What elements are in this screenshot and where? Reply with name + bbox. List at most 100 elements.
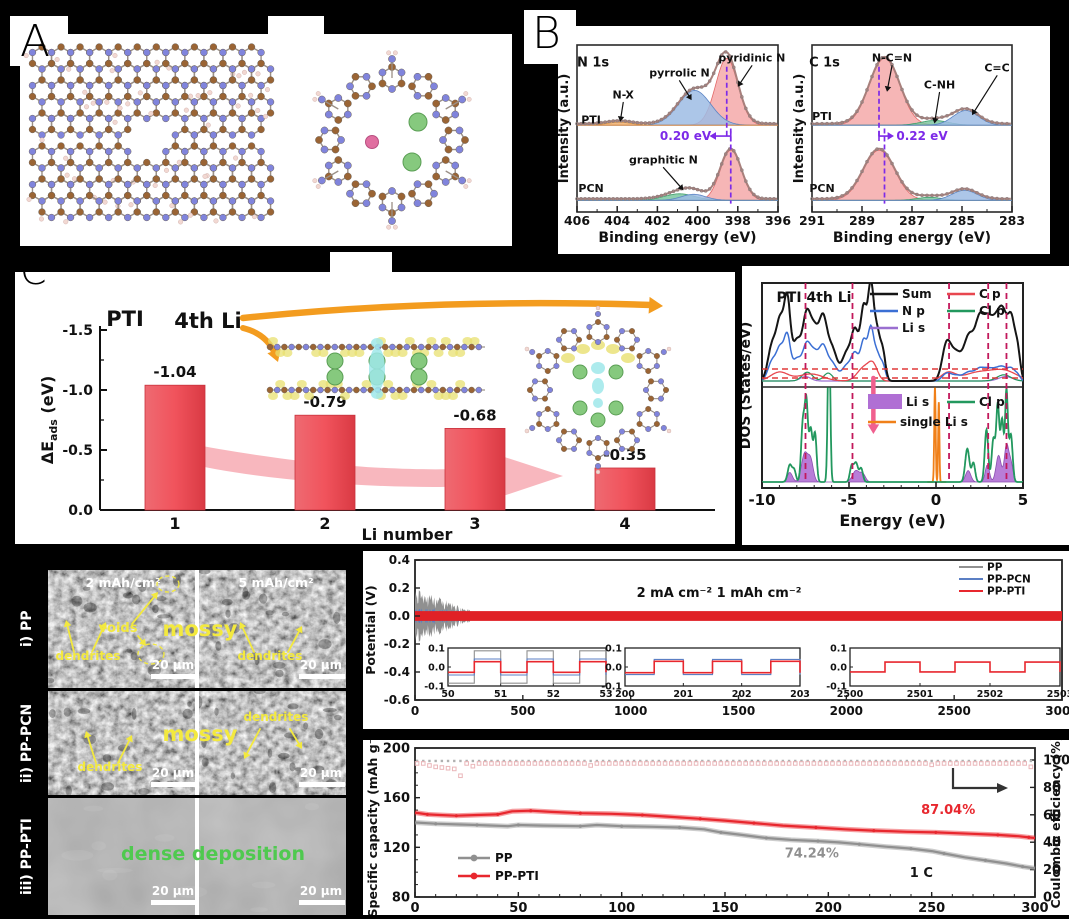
svg-text:Cl p: Cl p: [979, 304, 1005, 318]
svg-text:20 μm: 20 μm: [152, 884, 194, 898]
svg-text:87.04%: 87.04%: [921, 803, 975, 818]
svg-text:PTI 4th Li: PTI 4th Li: [777, 290, 852, 306]
svg-text:289: 289: [849, 213, 875, 228]
svg-text:C p: C p: [979, 287, 1001, 301]
svg-text:Li s: Li s: [902, 321, 925, 335]
svg-text:dendrites: dendrites: [244, 710, 309, 724]
svg-text:2: 2: [319, 514, 330, 533]
svg-text:0.0: 0.0: [605, 663, 622, 674]
svg-text:PCN: PCN: [809, 182, 834, 195]
svg-text:Specific capacity (mAh g⁻¹): Specific capacity (mAh g⁻¹): [365, 740, 380, 915]
svg-text:PP-PCN: PP-PCN: [987, 574, 1031, 586]
svg-text:200: 200: [615, 689, 635, 700]
svg-text:1000: 1000: [614, 704, 647, 718]
svg-text:PP-PTI: PP-PTI: [987, 586, 1025, 598]
svg-text:160: 160: [383, 791, 410, 806]
svg-text:50: 50: [441, 689, 455, 700]
svg-text:100: 100: [608, 901, 635, 915]
svg-text:N 1s: N 1s: [577, 56, 609, 71]
svg-text:200: 200: [383, 742, 410, 757]
svg-text:dendrites: dendrites: [56, 649, 121, 663]
svg-text:0.0: 0.0: [428, 663, 445, 674]
svg-text:2 mAh/cm²: 2 mAh/cm²: [85, 575, 160, 590]
svg-text:250: 250: [918, 901, 945, 915]
svg-text:0.22 eV: 0.22 eV: [896, 129, 948, 143]
svg-text:4: 4: [619, 514, 630, 533]
svg-text:20 μm: 20 μm: [152, 658, 194, 672]
svg-text:PTI: PTI: [812, 110, 832, 123]
svg-text:mossy: mossy: [163, 722, 238, 746]
svg-text:-0.5: -0.5: [62, 443, 93, 459]
svg-text:pyrrolic N: pyrrolic N: [649, 67, 710, 80]
svg-text:4th Li: 4th Li: [174, 309, 242, 333]
svg-text:300: 300: [1021, 901, 1048, 915]
svg-text:0.0: 0.0: [830, 663, 847, 674]
svg-text:50: 50: [509, 901, 527, 915]
svg-text:Energy (eV): Energy (eV): [839, 511, 945, 530]
svg-text:2500: 2500: [937, 704, 970, 718]
svg-text:C 1s: C 1s: [809, 56, 840, 71]
svg-text:203: 203: [790, 689, 810, 700]
svg-text:0: 0: [411, 704, 419, 718]
svg-text:1500: 1500: [722, 704, 755, 718]
svg-text:0.2: 0.2: [389, 581, 410, 595]
svg-text:Binding energy (eV): Binding energy (eV): [598, 230, 756, 246]
svg-text:5 mAh/cm²: 5 mAh/cm²: [238, 575, 313, 590]
svg-text:-0.6: -0.6: [384, 693, 410, 707]
svg-text:-0.4: -0.4: [384, 665, 410, 679]
svg-text:406: 406: [564, 213, 590, 228]
svg-text:150: 150: [711, 901, 738, 915]
svg-text:Binding energy (eV): Binding energy (eV): [833, 230, 991, 246]
svg-text:Li s: Li s: [906, 395, 929, 409]
svg-text:DOS (States/eV): DOS (States/eV): [742, 322, 754, 449]
svg-text:PTI: PTI: [581, 113, 601, 126]
svg-text:PP: PP: [495, 851, 513, 865]
decor-tab-c: [330, 252, 392, 274]
svg-text:500: 500: [510, 704, 535, 718]
svg-text:PCN: PCN: [578, 182, 603, 195]
svg-text:-0.68: -0.68: [453, 406, 496, 424]
svg-text:1: 1: [169, 514, 180, 533]
svg-text:2500: 2500: [837, 689, 864, 700]
svg-text:402: 402: [644, 213, 670, 228]
svg-text:0.0: 0.0: [389, 609, 410, 623]
molecular-structures-svg: [20, 34, 512, 246]
svg-text:graphitic N: graphitic N: [629, 154, 698, 167]
sem-row-label-pp-pcn: ii) PP-PCN: [14, 691, 40, 795]
svg-text:291: 291: [799, 213, 825, 228]
svg-text:PP-PTI: PP-PTI: [495, 869, 539, 883]
svg-text:-1.5: -1.5: [62, 323, 93, 339]
svg-text:N-X: N-X: [613, 88, 635, 101]
svg-text:80: 80: [392, 891, 410, 906]
svg-text:PTI: PTI: [106, 307, 144, 331]
svg-text:PP: PP: [987, 562, 1003, 574]
svg-text:-10: -10: [748, 491, 775, 509]
svg-text:N p: N p: [902, 304, 925, 318]
svg-text:202: 202: [732, 689, 752, 700]
svg-text:-1.04: -1.04: [153, 363, 196, 381]
svg-text:Potential (V): Potential (V): [363, 585, 378, 675]
panel-label-a: A: [20, 20, 50, 64]
svg-text:C-NH: C-NH: [924, 78, 955, 91]
svg-text:Intensity (a.u.): Intensity (a.u.): [792, 74, 807, 184]
svg-text:283: 283: [999, 213, 1025, 228]
svg-text:20 μm: 20 μm: [300, 884, 342, 898]
svg-text:1 C: 1 C: [910, 866, 933, 881]
svg-text:2501: 2501: [907, 689, 933, 700]
svg-text:ΔEads (eV): ΔEads (eV): [38, 376, 60, 465]
svg-text:398: 398: [725, 213, 751, 228]
svg-text:Intensity (a.u.): Intensity (a.u.): [558, 74, 572, 184]
svg-text:single Li s: single Li s: [900, 415, 968, 429]
svg-text:Sum: Sum: [902, 287, 932, 301]
svg-text:120: 120: [383, 841, 410, 856]
